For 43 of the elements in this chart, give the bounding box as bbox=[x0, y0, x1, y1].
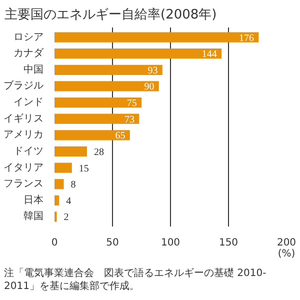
x-axis-title: (%) bbox=[278, 248, 296, 260]
x-tick-label: 0 bbox=[51, 238, 58, 248]
bar bbox=[54, 130, 130, 140]
data-label: 73 bbox=[124, 114, 135, 126]
y-tick-label: ドイツ bbox=[14, 146, 44, 157]
data-label: 144 bbox=[202, 49, 217, 60]
x-tick-label: 150 bbox=[218, 238, 238, 248]
y-tick-label: ブラジル bbox=[4, 80, 44, 92]
data-label: 28 bbox=[94, 146, 104, 158]
y-tick-label: フランス bbox=[4, 178, 44, 190]
data-label: 8 bbox=[70, 180, 76, 191]
bar bbox=[54, 81, 159, 92]
x-tick-label: 50 bbox=[106, 238, 119, 248]
bar bbox=[54, 146, 87, 157]
bar bbox=[54, 97, 142, 108]
data-label: 90 bbox=[144, 82, 154, 93]
data-label: 75 bbox=[126, 98, 137, 110]
data-label: 4 bbox=[66, 196, 72, 207]
y-tick-label: ロシア bbox=[14, 32, 44, 43]
y-tick-label: 中国 bbox=[24, 63, 44, 76]
y-tick-label: 日本 bbox=[24, 194, 44, 206]
bar bbox=[54, 64, 162, 75]
bar bbox=[54, 32, 259, 42]
x-tick-label: 200 bbox=[276, 238, 296, 248]
bar bbox=[54, 114, 140, 124]
text: 注「電気事業連合会 図表で語るエネルギーの基礎 2010-2011」を基に編集部で作成。 bbox=[4, 267, 268, 293]
data-label: 176 bbox=[239, 32, 254, 44]
x-tick-label: 100 bbox=[160, 238, 180, 248]
chart-title: 主要国のエネルギー自給率(2008年) bbox=[4, 6, 217, 22]
data-label: 15 bbox=[78, 163, 89, 174]
bar bbox=[54, 179, 64, 190]
bar bbox=[54, 162, 72, 173]
y-tick-label: カナダ bbox=[14, 47, 44, 60]
bar bbox=[54, 195, 60, 206]
data-label: 93 bbox=[148, 65, 158, 76]
y-tick-label: イタリア bbox=[4, 162, 44, 174]
y-tick-label: イギリス bbox=[4, 112, 44, 124]
data-label: 65 bbox=[115, 130, 126, 142]
y-tick-label: アメリカ bbox=[4, 130, 44, 141]
data-label: 2 bbox=[64, 212, 69, 224]
y-tick-label: インド bbox=[14, 97, 44, 108]
bar bbox=[54, 48, 222, 59]
y-tick-label: 韓国 bbox=[24, 210, 44, 222]
